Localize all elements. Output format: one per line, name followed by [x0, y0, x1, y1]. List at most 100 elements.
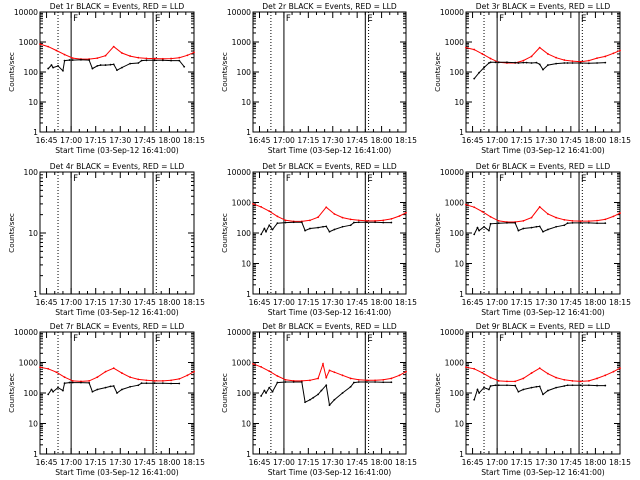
x-tick-label: 18:00 [158, 136, 180, 145]
data-point [489, 222, 492, 225]
data-point [161, 382, 164, 385]
x-axis-title: Start Time (03-Sep-12 16:41:00) [268, 308, 392, 317]
x-tick-label: 17:15 [85, 136, 107, 145]
data-point [325, 206, 328, 209]
y-tick-label: 1 [246, 128, 251, 137]
data-point [465, 203, 467, 206]
data-point [91, 67, 94, 70]
data-point [121, 66, 123, 69]
data-point [566, 62, 569, 64]
data-point [506, 384, 508, 387]
data-point [587, 384, 590, 387]
y-tick-label: 1000 [232, 359, 251, 368]
marker-label: E [581, 14, 586, 24]
plot-frame [465, 171, 621, 295]
y-tick-label: 1 [459, 290, 464, 299]
x-tick-label: 17:30 [109, 136, 131, 145]
data-point [170, 57, 172, 60]
data-point [328, 404, 331, 407]
data-point [357, 219, 360, 222]
data-point [271, 228, 274, 231]
data-point [497, 61, 500, 64]
data-point [478, 71, 481, 74]
data-point [596, 57, 598, 60]
data-point [497, 219, 500, 222]
y-tick-label: 10000 [14, 328, 38, 337]
data-point [405, 211, 407, 214]
data-point [494, 384, 497, 387]
chart-title: Det 4r BLACK = Events, RED = LLD [50, 162, 185, 171]
y-tick-label: 10 [28, 98, 38, 107]
y-tick-label: 100 [237, 68, 252, 77]
x-tick-label: 17:15 [85, 458, 107, 467]
data-point [596, 62, 598, 64]
x-axis-title: Start Time (03-Sep-12 16:41:00) [268, 146, 392, 155]
x-tick-label: 18:15 [183, 298, 205, 307]
data-point [68, 381, 71, 384]
data-point [263, 389, 266, 392]
data-point [390, 221, 393, 224]
data-point [328, 369, 331, 372]
data-point [68, 59, 71, 61]
data-point [170, 379, 172, 382]
x-axis-title: Start Time (03-Sep-12 16:41:00) [268, 468, 392, 477]
data-point [252, 202, 254, 205]
lld-series-line [465, 366, 621, 382]
data-point [62, 69, 64, 72]
data-point [489, 61, 492, 64]
data-point [390, 377, 393, 380]
x-tick-label: 17:00 [273, 458, 295, 467]
data-point [579, 220, 582, 223]
data-point [268, 210, 271, 213]
data-point [161, 57, 164, 60]
data-point [71, 57, 74, 60]
data-point [96, 376, 99, 379]
marker-label: F [73, 14, 78, 24]
y-tick-label: 10 [454, 420, 464, 429]
data-point [522, 219, 525, 222]
x-tick-label: 16:45 [36, 298, 58, 307]
data-point [547, 213, 549, 215]
data-point [530, 386, 533, 389]
chart-panel-5: Det 5r BLACK = Events, RED = LLD 1 10 100 10… [220, 162, 417, 317]
data-point [535, 225, 538, 228]
data-point [473, 48, 476, 51]
data-point [52, 66, 55, 69]
data-point [328, 230, 331, 233]
data-point [112, 367, 115, 370]
data-point [579, 384, 582, 387]
y-tick-label: 1000 [445, 38, 464, 47]
x-tick-label: 17:00 [486, 298, 508, 307]
data-point [52, 390, 55, 393]
data-point [317, 226, 320, 229]
data-point [604, 222, 607, 225]
data-point [145, 59, 148, 62]
data-point [390, 217, 393, 220]
data-point [566, 384, 569, 387]
y-tick-label: 100 [24, 389, 39, 398]
data-point [522, 59, 525, 62]
x-tick-label: 17:45 [560, 458, 582, 467]
data-point [530, 216, 533, 219]
data-point [71, 381, 74, 384]
data-point [555, 216, 558, 219]
x-tick-label: 17:00 [273, 298, 295, 307]
data-point [88, 379, 91, 382]
data-point [170, 382, 172, 385]
chart-panel-7: Det 7r BLACK = Events, RED = LLD 1 10 100 10… [7, 322, 205, 477]
marker-label: E [581, 334, 586, 344]
y-tick-label: 1 [459, 450, 464, 459]
data-point [390, 381, 393, 384]
data-point [96, 388, 99, 391]
data-point [563, 385, 566, 387]
data-point [104, 64, 107, 66]
data-point [473, 77, 476, 80]
data-point [489, 385, 492, 387]
data-point [47, 45, 50, 48]
data-point [612, 370, 615, 373]
marker-label: E [367, 14, 372, 24]
data-point [137, 378, 140, 381]
y-tick-label: 1 [33, 450, 38, 459]
data-point [538, 367, 541, 370]
data-point [260, 233, 263, 236]
